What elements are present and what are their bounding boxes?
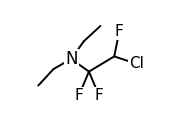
Text: F: F: [74, 88, 83, 103]
Text: F: F: [115, 24, 124, 39]
Text: F: F: [95, 88, 103, 103]
Text: Cl: Cl: [130, 56, 145, 72]
Text: N: N: [65, 50, 77, 68]
